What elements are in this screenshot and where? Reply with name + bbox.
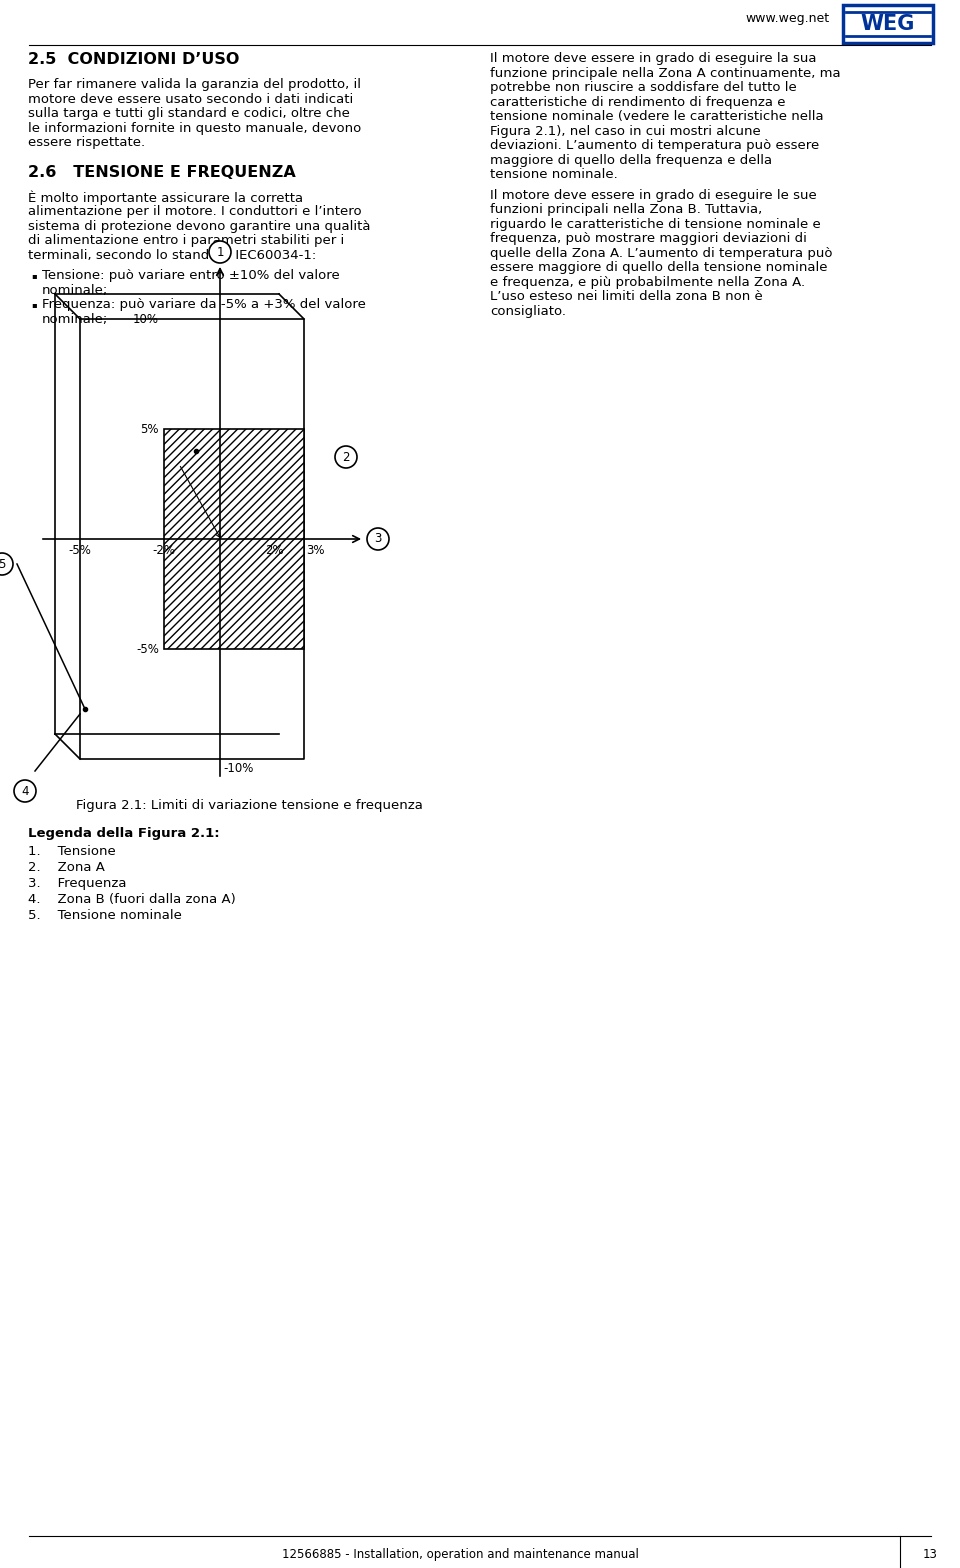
- Text: riguardo le caratteristiche di tensione nominale e: riguardo le caratteristiche di tensione …: [490, 218, 821, 230]
- Text: 5.    Tensione nominale: 5. Tensione nominale: [28, 909, 181, 922]
- Text: Figura 2.1: Limiti di variazione tensione e frequenza: Figura 2.1: Limiti di variazione tension…: [76, 800, 422, 812]
- Text: le informazioni fornite in questo manuale, devono: le informazioni fornite in questo manual…: [28, 121, 361, 135]
- Circle shape: [367, 528, 389, 550]
- Text: di alimentazione entro i parametri stabiliti per i: di alimentazione entro i parametri stabi…: [28, 234, 345, 248]
- Text: 3.    Frequenza: 3. Frequenza: [28, 877, 127, 891]
- Bar: [164, 430, 304, 649]
- Text: È molto importante assicurare la corretta: È molto importante assicurare la corrett…: [28, 190, 303, 205]
- Text: 13: 13: [923, 1548, 937, 1562]
- Text: 1: 1: [216, 246, 224, 259]
- Text: 1.    Tensione: 1. Tensione: [28, 845, 116, 858]
- Text: Il motore deve essere in grado di eseguire la sua: Il motore deve essere in grado di esegui…: [490, 52, 817, 64]
- Text: 2: 2: [343, 450, 349, 464]
- Text: Il motore deve essere in grado di eseguire le sue: Il motore deve essere in grado di esegui…: [490, 188, 817, 202]
- Text: -2%: -2%: [153, 544, 176, 557]
- Text: sistema di protezione devono garantire una qualità: sistema di protezione devono garantire u…: [28, 220, 371, 232]
- Text: essere maggiore di quello della tensione nominale: essere maggiore di quello della tensione…: [490, 260, 828, 274]
- Text: www.weg.net: www.weg.net: [746, 13, 830, 25]
- Text: 10%: 10%: [133, 312, 159, 326]
- Text: 4: 4: [21, 784, 29, 798]
- Text: deviazioni. L’aumento di temperatura può essere: deviazioni. L’aumento di temperatura può…: [490, 140, 819, 152]
- Text: 12566885 - Installation, operation and maintenance manual: 12566885 - Installation, operation and m…: [281, 1548, 638, 1562]
- Text: funzione principale nella Zona A continuamente, ma: funzione principale nella Zona A continu…: [490, 66, 841, 80]
- FancyBboxPatch shape: [843, 5, 933, 42]
- Text: 5%: 5%: [140, 422, 159, 436]
- Text: tensione nominale (vedere le caratteristiche nella: tensione nominale (vedere le caratterist…: [490, 110, 824, 122]
- Text: 2.6   TENSIONE E FREQUENZA: 2.6 TENSIONE E FREQUENZA: [28, 165, 296, 179]
- Text: 5: 5: [0, 558, 6, 571]
- Text: -10%: -10%: [223, 762, 253, 775]
- Text: Tensione: può variare entro ±10% del valore: Tensione: può variare entro ±10% del val…: [42, 270, 340, 282]
- Text: potrebbe non riuscire a soddisfare del tutto le: potrebbe non riuscire a soddisfare del t…: [490, 82, 797, 94]
- Text: Frequenza: può variare da -5% a +3% del valore: Frequenza: può variare da -5% a +3% del …: [42, 298, 366, 310]
- Text: Per far rimanere valida la garanzia del prodotto, il: Per far rimanere valida la garanzia del …: [28, 78, 361, 91]
- Text: ▪: ▪: [31, 271, 36, 281]
- Circle shape: [209, 241, 231, 263]
- Text: alimentazione per il motore. I conduttori e l’intero: alimentazione per il motore. I conduttor…: [28, 205, 362, 218]
- Text: funzioni principali nella Zona B. Tuttavia,: funzioni principali nella Zona B. Tuttav…: [490, 202, 762, 216]
- Text: maggiore di quello della frequenza e della: maggiore di quello della frequenza e del…: [490, 154, 772, 166]
- Text: sulla targa e tutti gli standard e codici, oltre che: sulla targa e tutti gli standard e codic…: [28, 107, 349, 121]
- Text: tensione nominale.: tensione nominale.: [490, 168, 617, 180]
- Text: terminali, secondo lo standard IEC60034-1:: terminali, secondo lo standard IEC60034-…: [28, 248, 316, 262]
- Text: nominale;: nominale;: [42, 312, 108, 326]
- Text: frequenza, può mostrare maggiori deviazioni di: frequenza, può mostrare maggiori deviazi…: [490, 232, 806, 245]
- Text: ▪: ▪: [31, 299, 36, 309]
- Circle shape: [0, 554, 13, 575]
- Text: quelle della Zona A. L’aumento di temperatura può: quelle della Zona A. L’aumento di temper…: [490, 246, 832, 259]
- Text: consigliato.: consigliato.: [490, 304, 566, 317]
- Text: -5%: -5%: [68, 544, 91, 557]
- Text: L’uso esteso nei limiti della zona B non è: L’uso esteso nei limiti della zona B non…: [490, 290, 763, 303]
- Text: nominale;: nominale;: [42, 284, 108, 296]
- Text: essere rispettate.: essere rispettate.: [28, 136, 145, 149]
- Text: Figura 2.1), nel caso in cui mostri alcune: Figura 2.1), nel caso in cui mostri alcu…: [490, 124, 760, 138]
- Text: Legenda della Figura 2.1:: Legenda della Figura 2.1:: [28, 826, 220, 840]
- Text: e frequenza, e più probabilmente nella Zona A.: e frequenza, e più probabilmente nella Z…: [490, 276, 805, 289]
- Text: 2%: 2%: [265, 544, 283, 557]
- Text: WEG: WEG: [861, 14, 915, 34]
- Text: 2.    Zona A: 2. Zona A: [28, 861, 105, 873]
- Text: 3: 3: [374, 533, 382, 546]
- Text: 3%: 3%: [306, 544, 324, 557]
- Circle shape: [335, 445, 357, 467]
- Text: caratteristiche di rendimento di frequenza e: caratteristiche di rendimento di frequen…: [490, 96, 785, 108]
- Text: 2.5  CONDIZIONI D’USO: 2.5 CONDIZIONI D’USO: [28, 52, 239, 67]
- Circle shape: [14, 779, 36, 801]
- Text: -5%: -5%: [136, 643, 159, 655]
- Text: 4.    Zona B (fuori dalla zona A): 4. Zona B (fuori dalla zona A): [28, 894, 236, 906]
- Text: motore deve essere usato secondo i dati indicati: motore deve essere usato secondo i dati …: [28, 93, 353, 105]
